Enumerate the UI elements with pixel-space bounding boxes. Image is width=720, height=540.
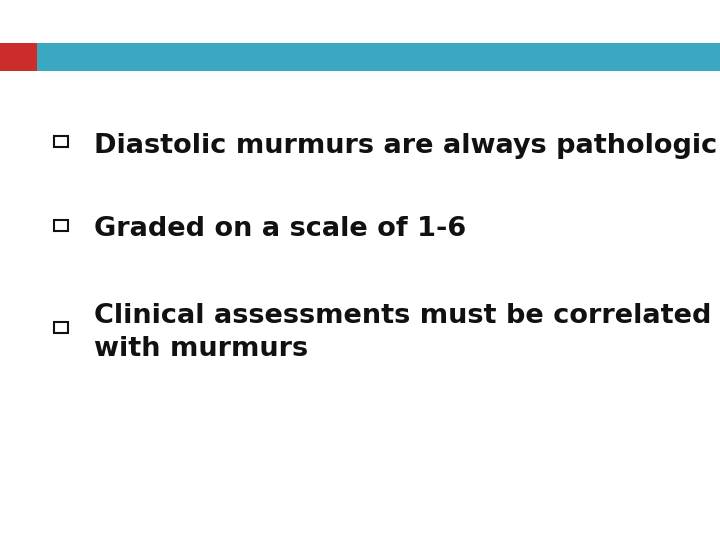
Text: Graded on a scale of 1-6: Graded on a scale of 1-6 [94,217,466,242]
Bar [54,322,68,333]
Bar [0,43,37,71]
Bar [54,136,68,147]
Text: Diastolic murmurs are always pathologic: Diastolic murmurs are always pathologic [94,133,717,159]
Bar [37,43,720,71]
Bar [54,220,68,231]
Text: Clinical assessments must be correlated
with murmurs: Clinical assessments must be correlated … [94,302,711,362]
